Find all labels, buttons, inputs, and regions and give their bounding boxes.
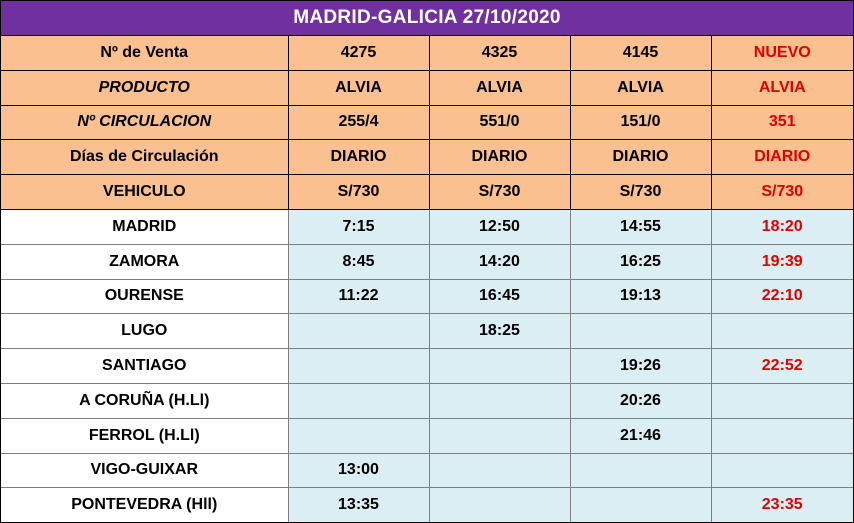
table-cell: S/730 [428,174,571,210]
table-cell: 4145 [569,36,712,71]
table-cell: S/730 [287,174,430,210]
table-row: Nº de Venta 4275 4325 4145 NUEVO [1,36,853,71]
table-cell: ALVIA [428,69,571,106]
table-row: VIGO-GUIXAR 13:00 [1,452,853,489]
table-cell [287,417,430,454]
table-cell: S/730 [569,174,712,210]
table-cell: 8:45 [287,243,430,280]
table-cell [710,313,853,350]
table-cell: 255/4 [287,104,430,141]
row-label: SANTIAGO [1,348,289,384]
table-cell [428,452,571,489]
table-cell: 23:35 [710,487,853,523]
table-cell: 4325 [428,36,571,71]
row-label: A CORUÑA (H.Ll) [1,382,289,419]
table-cell [428,382,571,419]
row-label: Nº de Venta [1,36,289,71]
table-row: MADRID 7:15 12:50 14:55 18:20 [1,208,853,245]
row-label: VEHICULO [1,174,289,210]
table-row: VEHICULO S/730 S/730 S/730 S/730 [1,174,853,210]
table-cell [287,313,430,350]
table-cell: 4275 [287,36,430,71]
table-cell: 151/0 [569,104,712,141]
table-cell: 14:20 [428,243,571,280]
table-cell: 551/0 [428,104,571,141]
row-label: VIGO-GUIXAR [1,452,289,489]
table-cell: 351 [710,104,853,141]
table-cell: 13:35 [287,487,430,523]
row-label: FERROL (H.Ll) [1,417,289,454]
table-row: Nº CIRCULACION 255/4 551/0 151/0 351 [1,104,853,141]
row-label: ZAMORA [1,243,289,280]
table-cell: 19:39 [710,243,853,280]
table-cell [710,382,853,419]
table-cell: 21:46 [569,417,712,454]
table-cell [287,382,430,419]
table-cell [428,348,571,384]
table-row: A CORUÑA (H.Ll) 20:26 [1,382,853,419]
table-row: OURENSE 11:22 16:45 19:13 22:10 [1,278,853,315]
table-cell: 19:13 [569,278,712,315]
table-row: FERROL (H.Ll) 21:46 [1,417,853,454]
table-cell: ALVIA [710,69,853,106]
table-cell [287,348,430,384]
table-row: ZAMORA 8:45 14:20 16:25 19:39 [1,243,853,280]
table-title: MADRID-GALICIA 27/10/2020 [1,1,853,36]
table-cell: NUEVO [710,36,853,71]
table-cell: 14:55 [569,208,712,245]
table-row: PONTEVEDRA (Hll) 13:35 23:35 [1,487,853,523]
table-cell: S/730 [710,174,853,210]
row-label: PONTEVEDRA (Hll) [1,487,289,523]
table-cell: ALVIA [287,69,430,106]
table-cell: DIARIO [710,139,853,176]
table-cell: 22:52 [710,348,853,384]
table-body: Nº de Venta 4275 4325 4145 NUEVO PRODUCTO ALVI… [1,36,853,523]
table-row: SANTIAGO 19:26 22:52 [1,348,853,384]
table-cell [569,313,712,350]
schedule-table: Nº de Venta 4275 4325 4145 NUEVO PRODUCTO ALVI… [1,36,853,523]
table-cell: DIARIO [287,139,430,176]
table-cell: 11:22 [287,278,430,315]
table-cell [428,487,571,523]
table-cell: 16:25 [569,243,712,280]
table-cell [710,417,853,454]
table-cell: ALVIA [569,69,712,106]
table-cell: 7:15 [287,208,430,245]
table-cell: DIARIO [428,139,571,176]
table-cell [710,452,853,489]
row-label: MADRID [1,208,289,245]
row-label: Días de Circulación [1,139,289,176]
table-row: LUGO 18:25 [1,313,853,350]
table-cell: 13:00 [287,452,430,489]
table-cell [569,487,712,523]
table-cell: 22:10 [710,278,853,315]
table-cell: 16:45 [428,278,571,315]
table-cell: 18:20 [710,208,853,245]
table-cell: DIARIO [569,139,712,176]
row-label: OURENSE [1,278,289,315]
row-label: Nº CIRCULACION [1,104,289,141]
table-row: PRODUCTO ALVIA ALVIA ALVIA ALVIA [1,69,853,106]
table-cell: 12:50 [428,208,571,245]
table-cell [569,452,712,489]
table-cell: 20:26 [569,382,712,419]
row-label: LUGO [1,313,289,350]
table-cell [428,417,571,454]
table-cell: 18:25 [428,313,571,350]
table-cell: 19:26 [569,348,712,384]
row-label: PRODUCTO [1,69,289,106]
table-row: Días de Circulación DIARIO DIARIO DIARIO DIA… [1,139,853,176]
